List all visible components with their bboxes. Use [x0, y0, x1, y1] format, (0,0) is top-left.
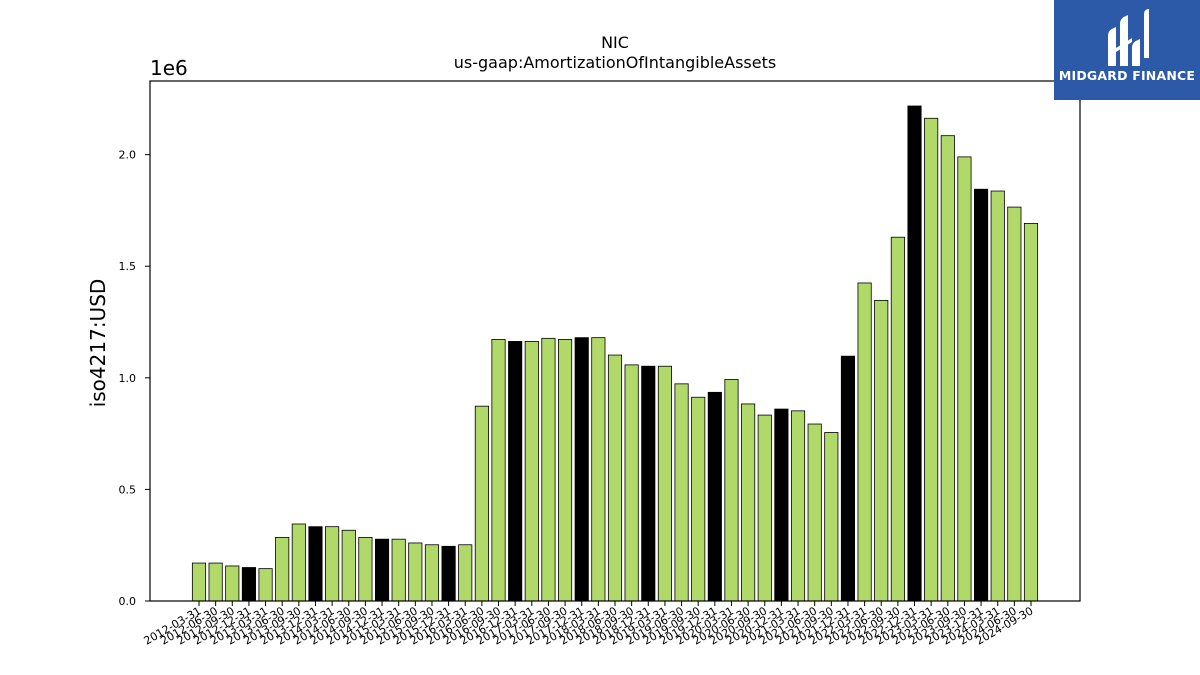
bar-2014-03-31 [325, 526, 340, 602]
bar-2023-09-30 [957, 156, 972, 602]
bar-2013-06-30 [275, 536, 290, 602]
bar-2024-03-31 [990, 190, 1005, 602]
bar-2014-09-30 [358, 536, 373, 602]
bar-2020-03-31 [724, 378, 739, 602]
bar-2021-12-31 [840, 355, 856, 602]
bar-2019-03-31 [657, 365, 672, 602]
bar-2014-06-30 [341, 529, 356, 602]
y-tick-label: 0.0 [119, 595, 137, 608]
bar-2012-09-30 [225, 565, 240, 602]
chart-subtitle: us-gaap:AmortizationOfIntangibleAssets [454, 53, 776, 72]
bar-2018-09-30 [624, 364, 639, 602]
bar-2015-09-30 [424, 544, 440, 602]
bar-2013-03-31 [258, 568, 273, 602]
plot-area-frame [149, 80, 1081, 602]
bar-2022-06-30 [874, 299, 889, 602]
bar-2017-06-30 [541, 337, 556, 602]
bar-2012-06-30 [208, 562, 223, 602]
bar-2022-03-31 [857, 282, 872, 602]
bar-2023-03-31 [924, 117, 939, 602]
y-tick-label: 1.0 [119, 372, 137, 385]
y-scale-label: 1e6 [150, 56, 188, 80]
bar-2012-12-31 [241, 567, 256, 602]
x-ticks-group: 2012-03-312012-06-302012-09-302012-12-31… [142, 601, 1036, 648]
bar-2024-06-30 [1007, 206, 1022, 602]
bar-2018-12-31 [641, 365, 656, 602]
bar-2020-09-30 [757, 414, 772, 602]
bar-2016-12-31 [508, 341, 523, 602]
bar-2024-09-30 [1023, 222, 1039, 602]
bar-2016-09-30 [491, 339, 506, 602]
y-ticks-group: 0.0 0.5 1.0 1.5 2.0 [119, 149, 150, 608]
bars-group [191, 105, 1039, 602]
bar-2016-03-31 [458, 544, 473, 602]
bar-2023-12-31 [974, 188, 989, 602]
bar-2014-12-31 [374, 538, 390, 602]
bar-2020-06-30 [741, 403, 756, 602]
bar-2017-09-30 [558, 339, 573, 602]
bar-2020-12-31 [774, 408, 789, 602]
bar-2021-06-30 [807, 423, 822, 602]
midgard-logo-icon [1108, 9, 1149, 66]
bar-2019-09-30 [691, 396, 706, 602]
bar-2013-09-30 [291, 523, 306, 602]
bar-2015-03-31 [391, 538, 406, 602]
bar-2013-12-31 [308, 526, 323, 602]
y-axis-label: iso4217:USD [86, 279, 110, 408]
bar-2023-06-30 [940, 135, 955, 602]
bar-2012-03-31 [191, 562, 207, 602]
bar-2015-12-31 [441, 545, 456, 602]
bar-2017-12-31 [574, 337, 589, 602]
y-tick-label: 2.0 [119, 149, 137, 162]
bar-2018-03-31 [591, 337, 606, 602]
bar-2019-06-30 [674, 383, 689, 602]
bar-2018-06-30 [607, 354, 623, 602]
bar-2021-03-31 [790, 410, 806, 602]
bar-2021-09-30 [824, 432, 839, 602]
bar-2015-06-30 [408, 542, 423, 602]
bar-2016-06-30 [474, 405, 489, 602]
chart-title: NIC [601, 33, 629, 52]
bar-2022-09-30 [890, 236, 905, 602]
bar-2017-03-31 [524, 341, 539, 602]
midgard-finance-logo: MIDGARD FINANCE [1054, 0, 1200, 100]
logo-text: MIDGARD FINANCE [1058, 68, 1196, 83]
y-tick-label: 1.5 [119, 260, 137, 273]
bar-2022-12-31 [907, 105, 922, 602]
bar-2019-12-31 [707, 391, 722, 602]
y-tick-label: 0.5 [119, 483, 137, 496]
